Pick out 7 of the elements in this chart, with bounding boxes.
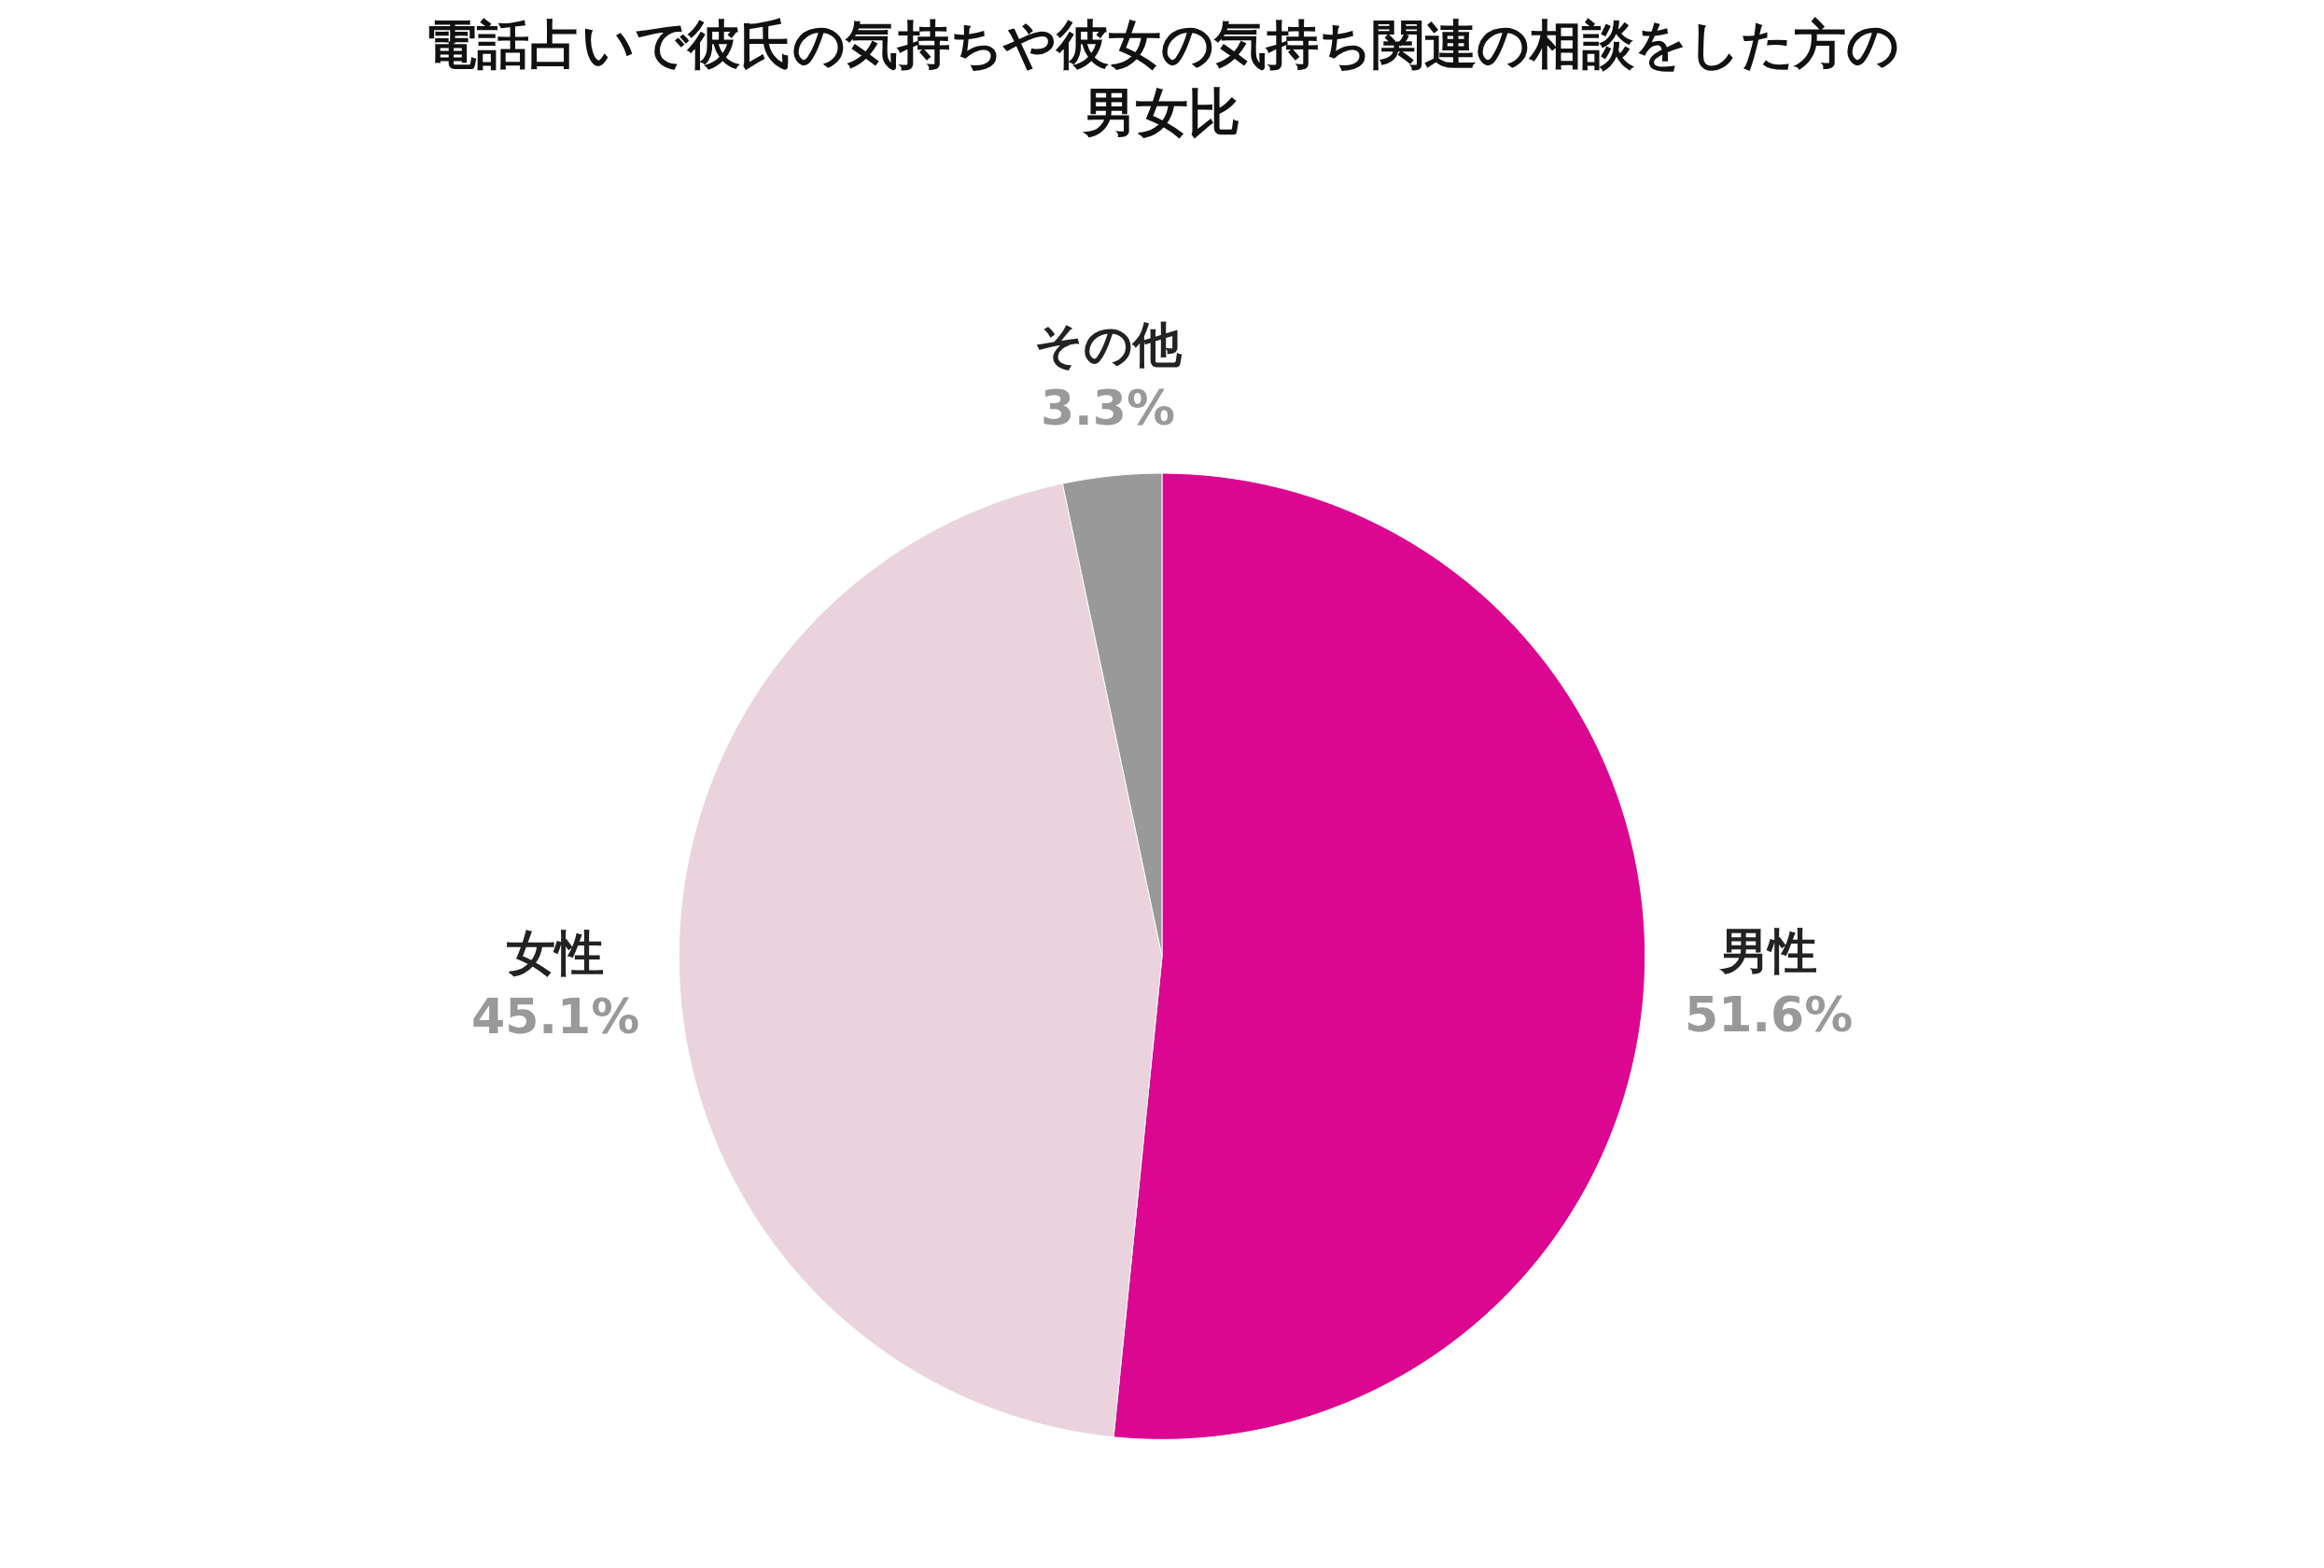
slice-label: 男性: [1718, 923, 1818, 979]
chart-title: 電話占いで彼氏の気持ちや彼女の気持ち関連の相談をした方の男女比: [425, 14, 1899, 143]
slice-label: 女性: [507, 925, 605, 981]
data-label: 3.3%: [1040, 379, 1176, 436]
data-label: 45.1%: [471, 987, 640, 1044]
data-label: 51.6%: [1685, 986, 1854, 1043]
slice-label: その他: [1034, 316, 1183, 372]
